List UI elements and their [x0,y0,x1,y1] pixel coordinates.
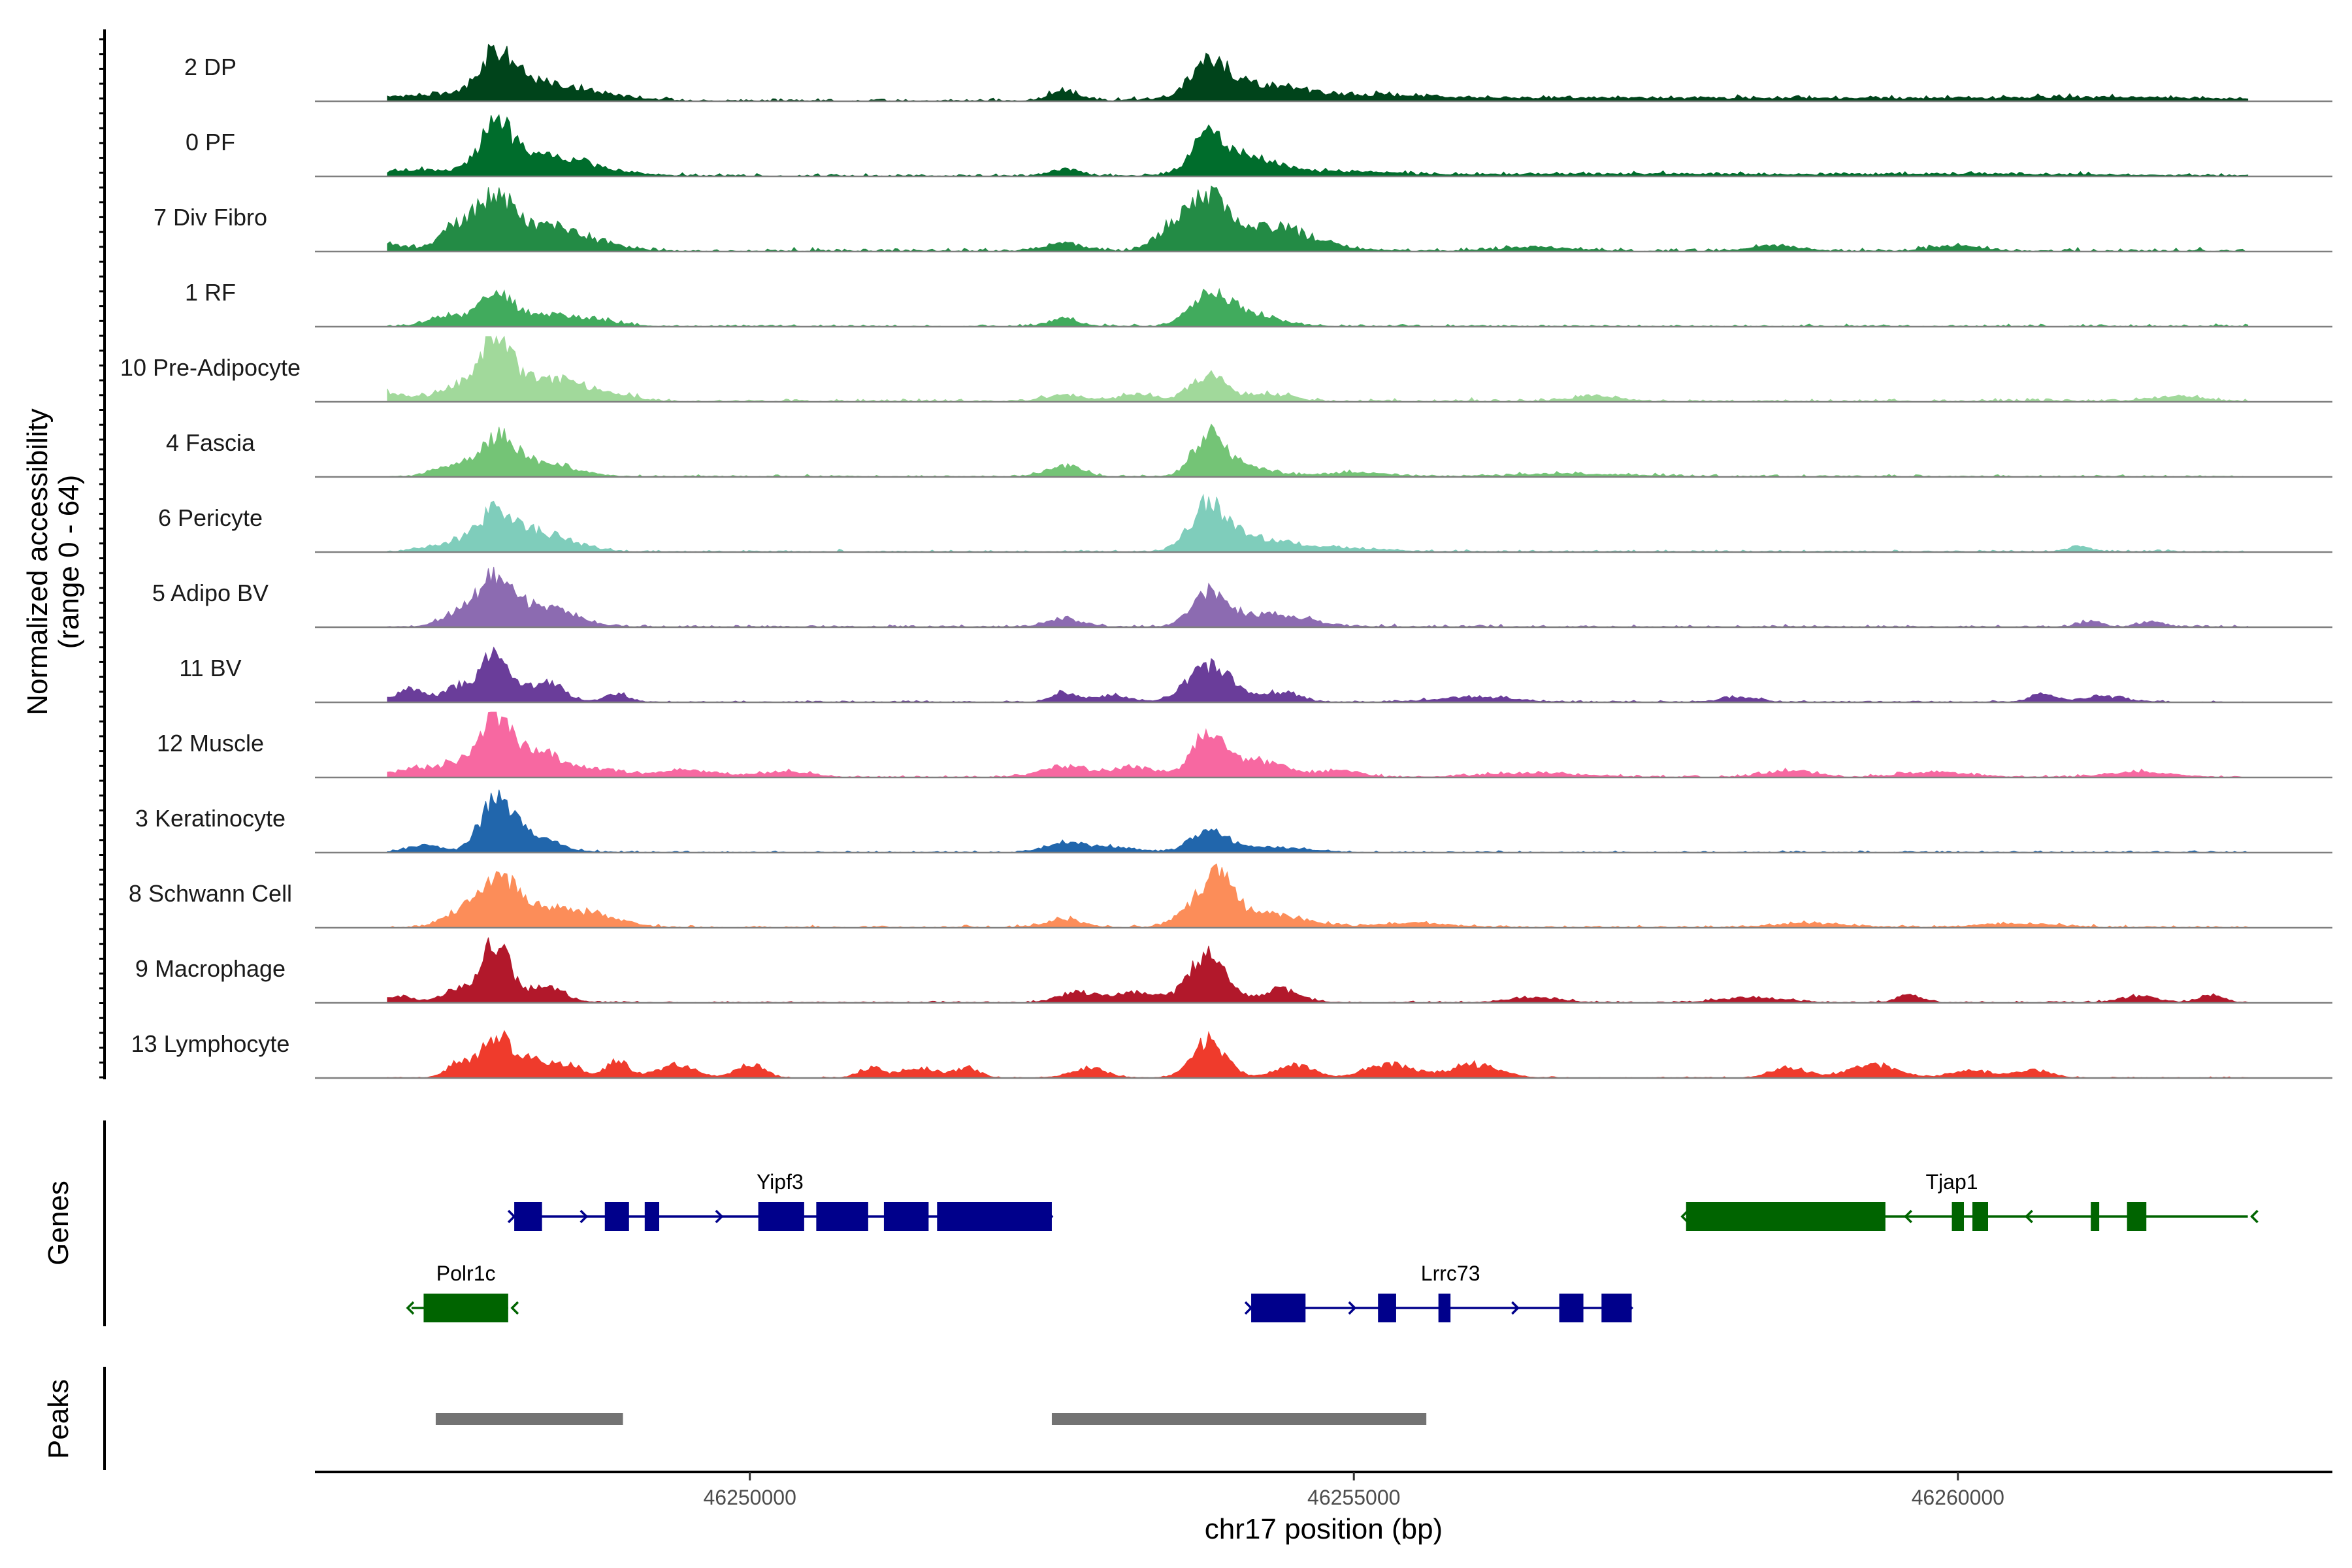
strand-arrow [1244,1301,1253,1315]
gene-exon [1601,1294,1632,1322]
peak-region [435,1413,623,1425]
track-12: 8 Schwann Cell [129,863,2332,929]
coverage-area [387,937,2249,1004]
track-10: 12 Muscle [157,711,2332,779]
x-axis-title: chr17 position (bp) [1205,1513,1443,1545]
gene-exon [1686,1202,1886,1231]
coverage-area [387,423,2249,478]
gene-exon [1438,1294,1451,1322]
y-axis-title-line1: Normalized accessibility [22,408,54,715]
x-tick-label: 46255000 [1307,1486,1400,1509]
track-6: 4 Fascia [166,423,2332,478]
track-14: 13 Lymphocyte [131,1030,2332,1079]
track-label: 13 Lymphocyte [131,1030,290,1057]
gene-name: Tjap1 [1926,1170,1978,1194]
gene-exon [758,1202,804,1231]
gene-exon [816,1202,868,1231]
gene-polr1c: Polr1c [406,1262,519,1322]
coverage-area [387,711,2248,778]
track-8: 5 Adipo BV [152,566,2332,629]
track-label: 0 PF [186,129,235,155]
strand-arrow [715,1209,724,1224]
track-label: 10 Pre-Adipocyte [120,354,301,381]
y-axis-title: Normalized accessibility (range 0 - 64) [22,408,85,715]
gene-exon [1378,1294,1396,1322]
coverage-area [387,646,2249,703]
strand-arrow [1045,1209,1054,1224]
gene-exon [514,1202,542,1231]
coverage-tracks: 2 DP 0 PF 7 Div Fibro 1 RF 10 Pre-Adipocyte 4… [120,43,2332,1079]
strand-arrow [2250,1209,2259,1224]
peaks-panel: Peaks [42,1367,1427,1470]
gene-name: Polr1c [436,1262,496,1285]
x-axis: chr17 position (bp) 46250000 46255000 4626… [315,1471,2332,1545]
track-label: 5 Adipo BV [152,580,269,606]
strand-arrow [1511,1301,1520,1315]
gene-name: Yipf3 [757,1170,804,1194]
coverage-area [387,186,2249,252]
gene-name: Lrrc73 [1421,1262,1480,1285]
strand-arrow [1348,1301,1357,1315]
track-2: 0 PF [186,114,2332,178]
gene-exon [604,1202,629,1231]
coverage-area [387,566,2249,628]
x-tick-label: 46250000 [703,1486,796,1509]
gene-exon [883,1202,929,1231]
gene-exon [423,1294,508,1322]
gene-exon [1972,1202,1989,1231]
y-axis-title-range: (range 0 - 64) [53,475,85,649]
track-11: 3 Keratinocyte [135,789,2332,854]
track-label: 12 Muscle [157,730,264,757]
gene-lrrc73: Lrrc73 [1244,1262,1633,1322]
genes-panel-label: Genes [42,1181,74,1266]
coverage-area [387,114,2249,177]
strand-arrow [510,1301,519,1315]
gene-yipf3: Yipf3 [507,1170,1054,1231]
y-axis [99,29,106,1079]
coverage-area [387,789,2249,853]
strand-arrow [507,1209,516,1224]
track-label: 3 Keratinocyte [135,805,286,832]
gene-exon [2127,1202,2147,1231]
coverage-area [387,335,2249,402]
peaks-panel-label: Peaks [42,1379,74,1459]
gene-exon [1559,1294,1584,1322]
coverage-area [387,863,2249,928]
strand-arrow [406,1301,415,1315]
gene-exon [937,1202,1052,1231]
track-5: 10 Pre-Adipocyte [120,335,2332,403]
coverage-area [387,493,2249,553]
track-label: 9 Macrophage [135,955,286,982]
strand-arrow [1625,1301,1633,1315]
track-label: 1 RF [185,279,236,306]
coverage-area [387,287,2249,327]
genes-panel: Genes Yipf3 Tjap1 Polr1c Lrrc73 [42,1120,2259,1326]
gene-tjap1: Tjap1 [1680,1170,2259,1231]
track-label: 4 Fascia [166,429,255,456]
track-label: 6 Pericyte [158,504,263,531]
strand-arrow [2025,1209,2033,1224]
track-label: 7 Div Fibro [154,204,267,231]
track-label: 2 DP [184,54,237,80]
track-4: 1 RF [185,279,2332,328]
track-3: 7 Div Fibro [154,186,2332,253]
gene-exon [1251,1294,1306,1322]
x-tick-label: 46260000 [1912,1486,2004,1509]
track-label: 11 BV [179,655,241,681]
gene-exon [1952,1202,1965,1231]
track-label: 8 Schwann Cell [129,880,292,907]
coverage-area [387,43,2249,102]
track-9: 11 BV [179,646,2332,704]
gene-exon [644,1202,659,1231]
track-1: 2 DP [184,43,2332,103]
gene-exon [2091,1202,2100,1231]
strand-arrow [580,1209,589,1224]
strand-arrow [1680,1209,1689,1224]
peak-region [1051,1413,1427,1425]
strand-arrow [1904,1209,1912,1224]
track-13: 9 Macrophage [135,937,2332,1004]
track-7: 6 Pericyte [158,493,2332,553]
coverage-area [387,1030,2249,1079]
